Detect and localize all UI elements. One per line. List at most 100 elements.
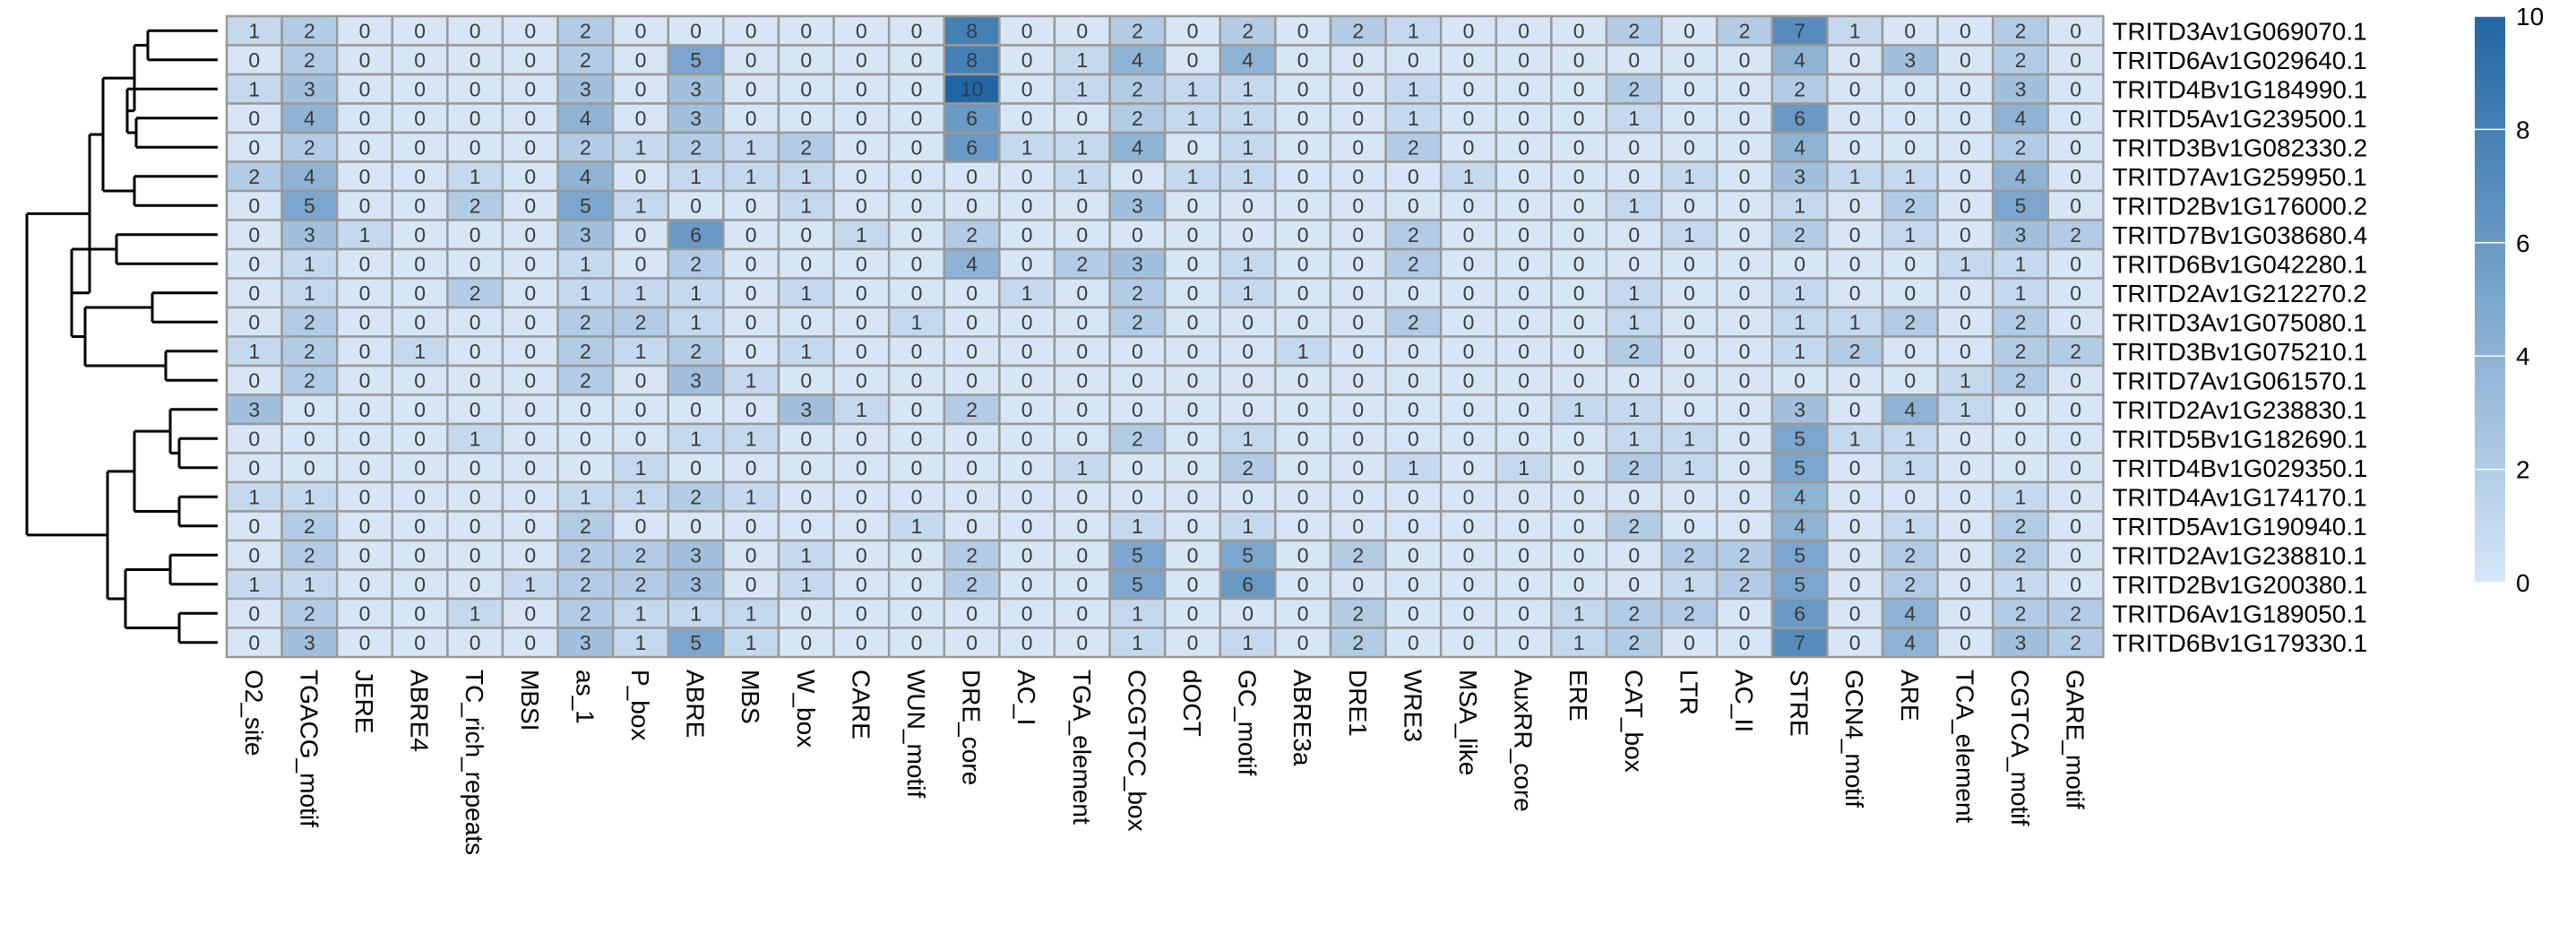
heatmap-cell [998, 277, 1056, 309]
heatmap-cell [943, 247, 1001, 280]
cell-value-label: 0 [1352, 48, 1364, 72]
cell-value-label: 2 [470, 194, 481, 217]
cell-value-label: 0 [1352, 427, 1364, 450]
cell-value-label: 2 [580, 368, 591, 392]
cell-value-label: 1 [470, 427, 481, 450]
heatmap-cell [335, 14, 394, 47]
cell-value-label: 0 [1849, 135, 1861, 159]
heatmap-cell [1550, 277, 1608, 309]
cell-value-label: 0 [1463, 573, 1475, 596]
cell-value-label: 2 [1352, 543, 1364, 566]
cell-value-label: 0 [1739, 135, 1751, 159]
cell-value-label: 0 [1242, 601, 1254, 625]
heatmap-cell [1495, 627, 1553, 659]
cell-value-label: 0 [1739, 515, 1751, 538]
cell-value-label: 0 [1021, 194, 1033, 217]
cell-value-label: 1 [1684, 165, 1695, 188]
cell-value-label: 0 [470, 135, 481, 159]
cell-value-label: 3 [2015, 631, 2027, 654]
cell-value-label: 1 [1076, 77, 1088, 100]
cell-value-label: 4 [1794, 515, 1805, 538]
heatmap-cell [556, 277, 615, 309]
cell-value-label: 0 [800, 631, 812, 654]
cell-value-label: 0 [1794, 252, 1805, 275]
cell-value-label: 0 [1408, 165, 1419, 188]
cell-value-label: 0 [2015, 398, 2027, 421]
heatmap-cell [1550, 73, 1608, 105]
cell-value-label: 0 [1904, 107, 1916, 130]
heatmap-cell [1163, 335, 1222, 368]
cell-value-label: 0 [635, 165, 647, 188]
cell-value-label: 0 [635, 19, 647, 42]
cell-value-label: 0 [911, 573, 923, 596]
cell-value-label: 0 [1408, 194, 1419, 217]
heatmap-cell [1881, 510, 1939, 542]
cell-value-label: 0 [1684, 631, 1695, 654]
cell-value-label: 2 [690, 485, 702, 508]
cell-value-label: 0 [1408, 48, 1419, 72]
column-label: GCN4_motif [1840, 670, 1868, 808]
cell-value-label: 0 [1684, 194, 1695, 217]
cell-value-label: 0 [2070, 310, 2081, 333]
heatmap-cell [556, 14, 615, 47]
cell-value-label: 1 [1408, 456, 1419, 480]
cell-value-label: 2 [248, 165, 260, 188]
heatmap-cell [1991, 189, 2050, 221]
cell-value-label: 4 [304, 107, 315, 130]
cell-value-label: 7 [1794, 631, 1805, 654]
column-label: ARE [1896, 670, 1924, 722]
heatmap-cell [1936, 510, 1994, 542]
cell-value-label: 0 [1297, 631, 1309, 654]
cell-value-label: 0 [1849, 485, 1861, 508]
cell-value-label: 5 [1794, 573, 1805, 596]
heatmap-cell [1439, 627, 1498, 659]
cell-value-label: 0 [470, 252, 481, 275]
cell-value-label: 0 [911, 77, 923, 100]
heatmap-cell [1384, 480, 1443, 513]
cell-value-label: 0 [524, 48, 536, 72]
heatmap-cell [1715, 422, 1774, 454]
heatmap-cell [1384, 335, 1443, 368]
heatmap-cell [1274, 597, 1332, 629]
cell-value-label: 0 [414, 223, 426, 246]
heatmap-cell [832, 539, 891, 571]
cell-value-label: 1 [1408, 77, 1419, 100]
cell-value-label: 0 [800, 456, 812, 480]
cell-value-label: 1 [1904, 456, 1916, 480]
heatmap-cell [943, 422, 1001, 454]
cell-value-label: 1 [635, 485, 647, 508]
cell-value-label: 2 [2015, 368, 2027, 392]
heatmap-cell [1660, 277, 1719, 309]
cell-value-label: 0 [856, 368, 867, 392]
cell-value-label: 1 [1076, 48, 1088, 72]
cell-value-label: 3 [1794, 165, 1805, 188]
heatmap-cell [1329, 364, 1387, 396]
cell-value-label: 0 [2070, 107, 2081, 130]
cell-value-label: 1 [1794, 340, 1805, 363]
cell-value-label: 1 [1518, 456, 1529, 480]
cell-value-label: 2 [1628, 631, 1640, 654]
cell-value-label: 0 [1960, 427, 1971, 450]
cell-value-label: 2 [690, 135, 702, 159]
cell-value-label: 1 [248, 340, 260, 363]
cell-value-label: 0 [470, 223, 481, 246]
cell-value-label: 0 [359, 427, 371, 450]
cell-value-label: 0 [1518, 48, 1529, 72]
cell-value-label: 0 [2070, 456, 2081, 480]
heatmap-cell [1439, 539, 1498, 571]
column-label: WUN_motif [902, 670, 930, 798]
cell-value-label: 1 [1242, 135, 1254, 159]
cell-value-label: 0 [524, 485, 536, 508]
cell-value-label: 0 [1242, 368, 1254, 392]
cell-value-label: 0 [1518, 107, 1529, 130]
cell-value-label: 0 [470, 543, 481, 566]
cell-value-label: 1 [304, 573, 315, 596]
cell-value-label: 0 [1739, 281, 1751, 305]
heatmap-cell [1715, 44, 1774, 76]
heatmap-cell [998, 160, 1056, 193]
heatmap-cell [1163, 306, 1222, 338]
cell-value-label: 0 [1021, 515, 1033, 538]
cell-value-label: 1 [1242, 252, 1254, 275]
heatmap-cell [1770, 539, 1829, 571]
cell-value-label: 0 [1960, 194, 1971, 217]
